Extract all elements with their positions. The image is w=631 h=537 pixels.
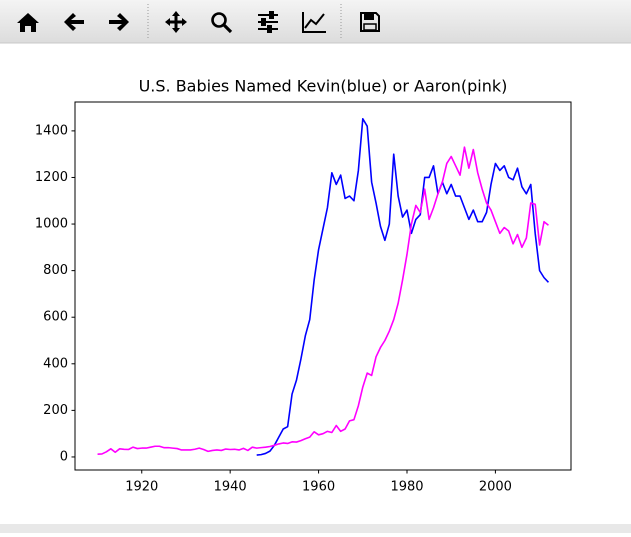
configure-button[interactable] [258,11,278,33]
save-button[interactable] [360,12,380,32]
x-tick-label: 2000 [479,480,512,495]
x-tick-label: 1920 [125,480,158,495]
series-line [256,117,550,456]
pan-button[interactable] [165,11,187,33]
plot-frame [74,101,572,471]
y-tick-label: 1400 [35,123,68,138]
x-tick-label: 1960 [302,480,335,495]
x-tick-label: 1940 [214,480,247,495]
edit-axis-button[interactable] [302,12,326,33]
series-line [97,146,549,455]
chart-title: U.S. Babies Named Kevin(blue) or Aaron(p… [139,77,508,96]
y-tick-label: 200 [43,403,68,418]
y-tick-label: 400 [43,356,68,371]
status-bar [0,524,631,533]
zoom-button[interactable] [211,12,233,34]
home-button[interactable] [17,13,39,32]
y-tick-label: 800 [43,263,68,278]
y-tick-label: 1200 [35,170,68,185]
x-tick-label: 1980 [390,480,423,495]
y-tick-label: 600 [43,310,68,325]
back-button[interactable] [64,13,84,31]
toolbar [0,0,631,43]
y-tick-label: 1000 [35,217,68,232]
y-tick-label: 0 [60,449,68,464]
forward-button[interactable] [109,13,129,31]
